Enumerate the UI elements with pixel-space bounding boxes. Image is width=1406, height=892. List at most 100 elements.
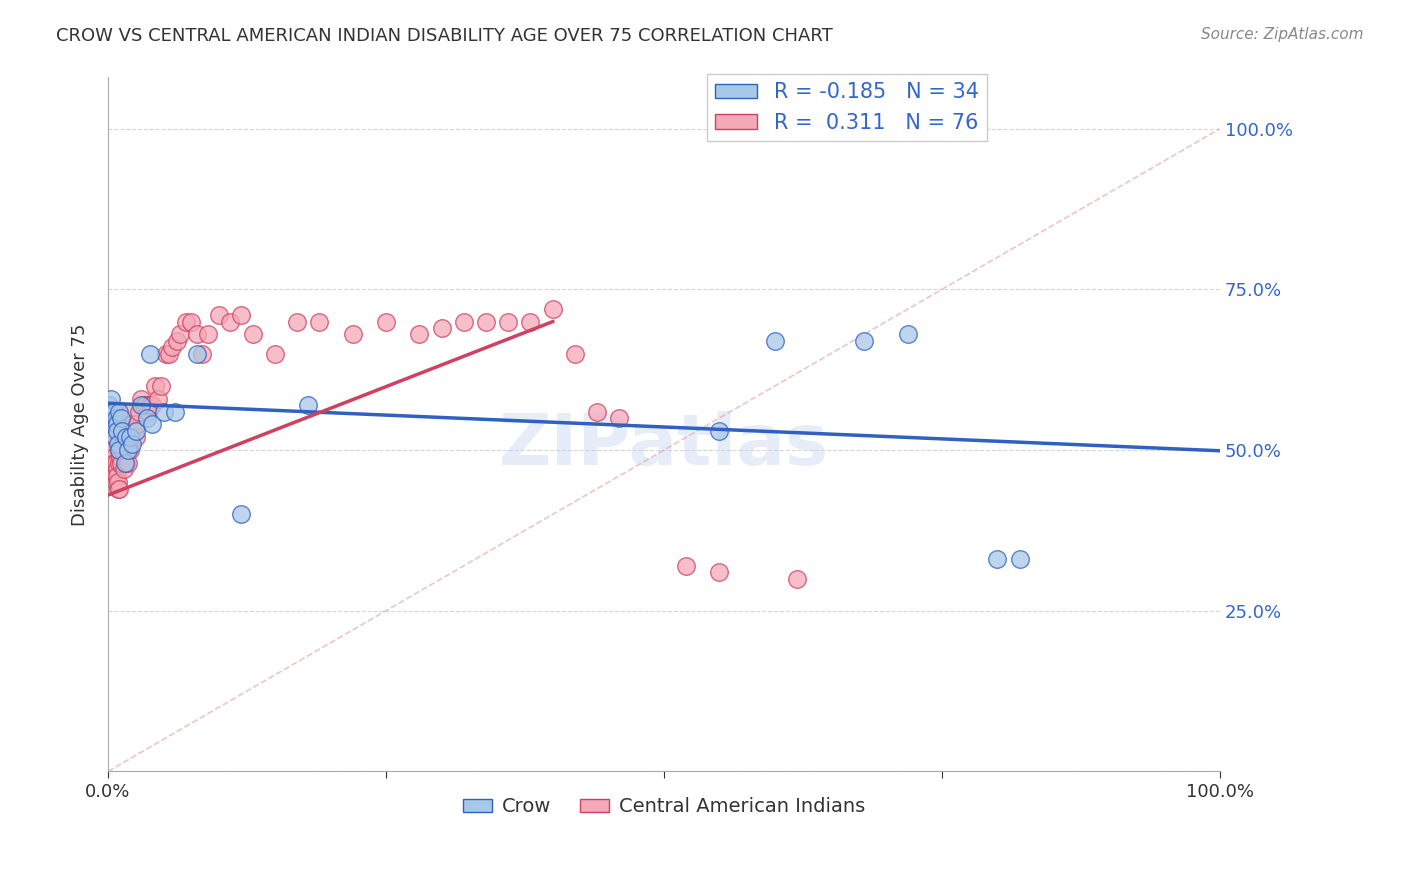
Point <box>786 572 808 586</box>
Point <box>143 379 166 393</box>
Point <box>152 404 174 418</box>
Point <box>231 508 253 522</box>
Point <box>186 347 208 361</box>
Point <box>157 347 180 361</box>
Point <box>285 315 308 329</box>
Point <box>105 417 128 432</box>
Point <box>131 398 153 412</box>
Point <box>186 327 208 342</box>
Text: CROW VS CENTRAL AMERICAN INDIAN DISABILITY AGE OVER 75 CORRELATION CHART: CROW VS CENTRAL AMERICAN INDIAN DISABILI… <box>56 27 832 45</box>
Point <box>108 456 131 470</box>
Point <box>219 315 242 329</box>
Point <box>114 456 136 470</box>
Point <box>111 443 134 458</box>
Point <box>141 398 163 412</box>
Point <box>162 340 184 354</box>
Point <box>169 327 191 342</box>
Point <box>191 347 214 361</box>
Point <box>120 443 142 458</box>
Point <box>519 315 541 329</box>
Text: ZIPatlas: ZIPatlas <box>499 410 830 480</box>
Point <box>135 411 157 425</box>
Point <box>586 404 609 418</box>
Point <box>101 443 124 458</box>
Y-axis label: Disability Age Over 75: Disability Age Over 75 <box>72 323 89 525</box>
Point <box>114 430 136 444</box>
Point <box>108 482 131 496</box>
Point <box>112 462 135 476</box>
Point <box>180 315 202 329</box>
Point <box>114 430 136 444</box>
Point <box>104 475 127 490</box>
Point <box>107 482 129 496</box>
Point <box>108 443 131 458</box>
Point <box>128 404 150 418</box>
Point <box>709 565 731 579</box>
Point <box>475 315 498 329</box>
Point <box>166 334 188 348</box>
Legend: Crow, Central American Indians: Crow, Central American Indians <box>454 789 873 824</box>
Point <box>541 301 564 316</box>
Point <box>709 424 731 438</box>
Point <box>155 347 177 361</box>
Point <box>1008 552 1031 566</box>
Point <box>897 327 920 342</box>
Point <box>103 456 125 470</box>
Point <box>117 456 139 470</box>
Point <box>121 436 143 450</box>
Point <box>430 321 453 335</box>
Point <box>104 411 127 425</box>
Point <box>132 398 155 412</box>
Point <box>110 411 132 425</box>
Point <box>163 404 186 418</box>
Point <box>103 417 125 432</box>
Point <box>125 417 148 432</box>
Point <box>139 347 162 361</box>
Point <box>197 327 219 342</box>
Point <box>98 430 121 444</box>
Point <box>100 443 122 458</box>
Text: Source: ZipAtlas.com: Source: ZipAtlas.com <box>1201 27 1364 42</box>
Point <box>104 462 127 476</box>
Point <box>108 404 131 418</box>
Point <box>131 392 153 406</box>
Point <box>374 315 396 329</box>
Point <box>297 398 319 412</box>
Point <box>104 430 127 444</box>
Point <box>110 450 132 464</box>
Point <box>150 379 173 393</box>
Point <box>564 347 586 361</box>
Point <box>100 436 122 450</box>
Point <box>114 436 136 450</box>
Point <box>609 411 631 425</box>
Point <box>453 315 475 329</box>
Point <box>146 392 169 406</box>
Point <box>98 424 121 438</box>
Point <box>115 443 138 458</box>
Point <box>308 315 330 329</box>
Point <box>114 456 136 470</box>
Point <box>174 315 197 329</box>
Point <box>117 443 139 458</box>
Point <box>118 436 141 450</box>
Point <box>104 468 127 483</box>
Point <box>120 404 142 418</box>
Point <box>231 308 253 322</box>
Point <box>100 392 122 406</box>
Point <box>986 552 1008 566</box>
Point <box>342 327 364 342</box>
Point <box>122 424 145 438</box>
Point <box>105 424 128 438</box>
Point <box>141 417 163 432</box>
Point <box>136 404 159 418</box>
Point <box>104 456 127 470</box>
Point <box>125 424 148 438</box>
Point <box>496 315 519 329</box>
Point <box>111 424 134 438</box>
Point <box>105 462 128 476</box>
Point <box>121 417 143 432</box>
Point <box>105 468 128 483</box>
Point <box>98 398 121 412</box>
Point <box>263 347 285 361</box>
Point <box>125 430 148 444</box>
